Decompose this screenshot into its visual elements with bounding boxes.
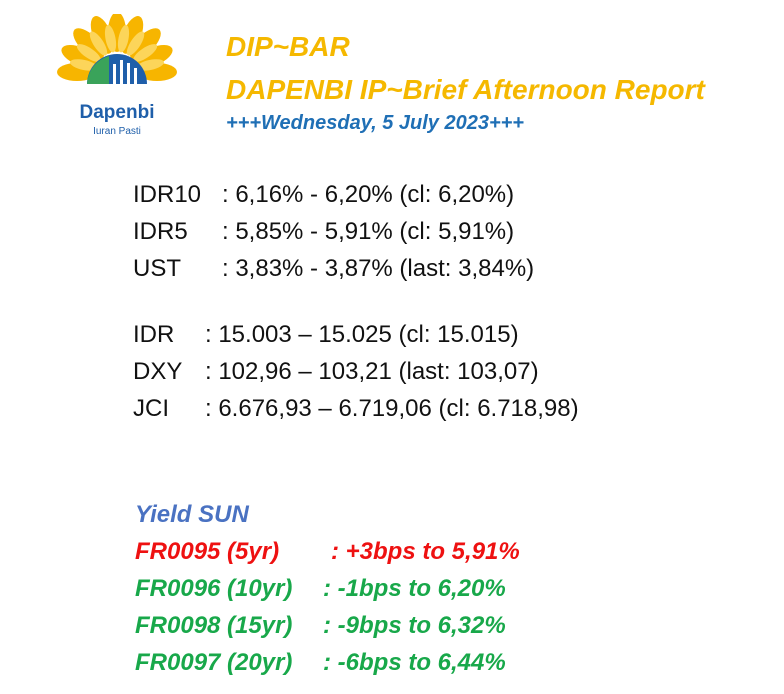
bond-code: FR0097 (20yr) [135,649,293,676]
bond-change: : +3bps to 5,91% [331,538,520,565]
market-label: IDR [133,321,175,348]
logo-tagline-text: Iuran Pasti [93,126,141,137]
rate-label: IDR5 [133,218,188,245]
markets-block: IDR : 15.003 – 15.025 (cl: 15.015) DXY : 1… [133,316,579,427]
rate-value: : 5,85% - 5,91% (cl: 5,91%) [222,218,515,245]
bond-change: : -9bps to 6,32% [323,612,506,639]
sunflower-logo-icon: Dapenbi Iuran Pasti [57,12,177,137]
market-label: JCI [133,395,169,422]
rate-value: : 6,16% - 6,20% (cl: 6,20%) [222,181,515,208]
bond-change: : -1bps to 6,20% [323,575,506,602]
market-value: : 102,96 – 103,21 (last: 103,07) [205,358,539,385]
yield-title: Yield SUN [135,501,249,528]
bond-code: FR0095 (5yr) [135,538,280,565]
market-row-dxy: DXY : 102,96 – 103,21 (last: 103,07) [133,353,579,390]
bond-code: FR0098 (15yr) [135,612,293,639]
report-title: DIP~BAR [226,31,350,62]
bond-code: FR0096 (10yr) [135,575,293,602]
market-value: : 15.003 – 15.025 (cl: 15.015) [205,321,519,348]
yield-row-fr0096: FR0096 (10yr) : -1bps to 6,20% [135,570,520,607]
rate-row-idr5: IDR5 : 5,85% - 5,91% (cl: 5,91%) [133,213,534,250]
market-row-jci: JCI : 6.676,93 – 6.719,06 (cl: 6.718,98) [133,390,579,427]
rates-block: IDR10 : 6,16% - 6,20% (cl: 6,20%) IDR5 : 5… [133,176,534,287]
rate-value: : 3,83% - 3,87% (last: 3,84%) [222,255,535,282]
market-label: DXY [133,358,183,385]
bond-change: : -6bps to 6,44% [323,649,506,676]
yield-row-fr0098: FR0098 (15yr) : -9bps to 6,32% [135,607,520,644]
report-header: DIP~BAR DAPENBI IP~Brief Afternoon Repor… [226,30,705,135]
rate-label: UST [133,255,181,282]
yield-row-fr0095: FR0095 (5yr) : +3bps to 5,91% [135,533,520,570]
report-subtitle: DAPENBI IP~Brief Afternoon Report [226,74,705,105]
market-row-idr: IDR : 15.003 – 15.025 (cl: 15.015) [133,316,579,353]
rate-row-idr10: IDR10 : 6,16% - 6,20% (cl: 6,20%) [133,176,534,213]
dapenbi-logo: Dapenbi Iuran Pasti [42,12,192,140]
logo-brand-text: Dapenbi [80,102,155,123]
rate-label: IDR10 [133,181,202,208]
market-value: : 6.676,93 – 6.719,06 (cl: 6.718,98) [205,395,579,422]
yield-sun-block: Yield SUN FR0095 (5yr) : +3bps to 5,91% F… [135,496,520,681]
yield-row-fr0097: FR0097 (20yr) : -6bps to 6,44% [135,644,520,681]
report-date: +++Wednesday, 5 July 2023+++ [226,112,524,134]
rate-row-ust: UST : 3,83% - 3,87% (last: 3,84%) [133,250,534,287]
